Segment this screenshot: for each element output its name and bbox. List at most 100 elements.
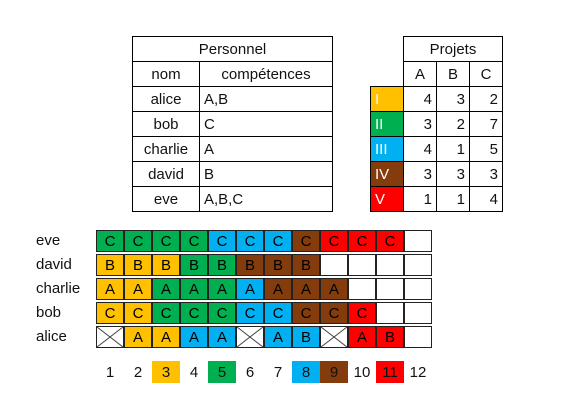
schedule-cell: A bbox=[348, 326, 376, 348]
column-header-a: A bbox=[403, 61, 437, 87]
time-slot-label: 6 bbox=[245, 363, 255, 381]
requirement-value: 4 bbox=[469, 186, 503, 212]
schedule-cell: C bbox=[264, 230, 292, 252]
person-name: eve bbox=[132, 186, 200, 212]
schedule-cell: C bbox=[96, 302, 124, 324]
schedule-cell-empty bbox=[404, 302, 432, 324]
schedule-cell: A bbox=[96, 278, 124, 300]
schedule-cell: B bbox=[292, 254, 320, 276]
column-header-c: C bbox=[469, 61, 503, 87]
schedule-cell: A bbox=[124, 326, 152, 348]
unavailable-cross-icon bbox=[320, 326, 348, 348]
requirement-value: 4 bbox=[403, 86, 437, 112]
time-slot-label: 10 bbox=[353, 363, 371, 381]
person-name: charlie bbox=[132, 136, 200, 162]
requirement-value: 3 bbox=[436, 86, 470, 112]
schedule-cell: B bbox=[208, 254, 236, 276]
time-slot-label: 8 bbox=[292, 361, 320, 383]
schedule-cell: C bbox=[180, 302, 208, 324]
schedule-cell: C bbox=[236, 230, 264, 252]
time-slot-label: 4 bbox=[189, 363, 199, 381]
schedule-cell: B bbox=[236, 254, 264, 276]
schedule-cell: B bbox=[124, 254, 152, 276]
schedule-row-label: alice bbox=[36, 328, 67, 345]
schedule-cell: B bbox=[152, 254, 180, 276]
requirement-value: 2 bbox=[436, 111, 470, 137]
schedule-cell: A bbox=[264, 278, 292, 300]
personnel-title: Personnel bbox=[132, 36, 333, 62]
schedule-cell: A bbox=[320, 278, 348, 300]
schedule-cell: C bbox=[124, 230, 152, 252]
schedule-cell: C bbox=[320, 230, 348, 252]
project-label: I bbox=[370, 86, 404, 112]
schedule-cell: A bbox=[264, 326, 292, 348]
schedule-cell: C bbox=[292, 302, 320, 324]
time-slot-label: 7 bbox=[273, 363, 283, 381]
schedule-cell: B bbox=[180, 254, 208, 276]
person-skills: A,B bbox=[199, 86, 333, 112]
schedule-row-label: bob bbox=[36, 304, 62, 321]
schedule-cell: B bbox=[96, 254, 124, 276]
schedule-cell: B bbox=[376, 326, 404, 348]
person-skills: C bbox=[199, 111, 333, 137]
schedule-cell: C bbox=[208, 230, 236, 252]
requirement-value: 7 bbox=[469, 111, 503, 137]
schedule-cell-empty bbox=[348, 278, 376, 300]
schedule-cell: A bbox=[208, 278, 236, 300]
time-slot-label: 3 bbox=[152, 361, 180, 383]
schedule-cell-empty bbox=[320, 254, 348, 276]
personnel-table: Personnel nom compétences alice A,B bob … bbox=[132, 36, 333, 212]
schedule-cell: C bbox=[152, 302, 180, 324]
unavailable-cross-icon bbox=[236, 326, 264, 348]
schedule-cell: C bbox=[152, 230, 180, 252]
time-slot-label: 2 bbox=[133, 363, 143, 381]
schedule-cell-empty bbox=[404, 230, 432, 252]
header-nom: nom bbox=[132, 61, 200, 87]
schedule-cell: A bbox=[292, 278, 320, 300]
schedule-cell: A bbox=[180, 326, 208, 348]
schedule-row-label: david bbox=[36, 256, 72, 273]
schedule-cell-empty bbox=[376, 302, 404, 324]
time-slot-label: 5 bbox=[208, 361, 236, 383]
schedule-cell-empty bbox=[348, 254, 376, 276]
schedule-cell: A bbox=[152, 326, 180, 348]
time-slot-label: 12 bbox=[409, 363, 427, 381]
time-slot-label: 9 bbox=[320, 361, 348, 383]
schedule-cell-empty bbox=[404, 254, 432, 276]
project-label: IV bbox=[370, 161, 404, 187]
requirement-value: 3 bbox=[469, 161, 503, 187]
schedule-cell: C bbox=[124, 302, 152, 324]
schedule-cell: C bbox=[348, 302, 376, 324]
person-name: alice bbox=[132, 86, 200, 112]
schedule-cell: C bbox=[236, 302, 264, 324]
column-header-b: B bbox=[436, 61, 470, 87]
schedule-cell: C bbox=[208, 302, 236, 324]
unavailable-cross-icon bbox=[96, 326, 124, 348]
schedule-cell-empty bbox=[376, 254, 404, 276]
schedule-row-label: charlie bbox=[36, 280, 81, 297]
schedule-cell: C bbox=[320, 302, 348, 324]
schedule-cell: C bbox=[180, 230, 208, 252]
schedule-cell: B bbox=[264, 254, 292, 276]
schedule-cell: C bbox=[264, 302, 292, 324]
schedule-cell: A bbox=[180, 278, 208, 300]
schedule-cell: C bbox=[348, 230, 376, 252]
schedule-cell: C bbox=[376, 230, 404, 252]
schedule-cell: A bbox=[208, 326, 236, 348]
requirement-value: 1 bbox=[436, 186, 470, 212]
schedule-cell: B bbox=[292, 326, 320, 348]
schedule-cell-empty bbox=[404, 326, 432, 348]
projets-table: Projets A B C I 4 3 2 II 3 2 7 III 4 1 5… bbox=[370, 36, 503, 212]
project-label: V bbox=[370, 186, 404, 212]
schedule-cell: A bbox=[236, 278, 264, 300]
time-slot-label: 11 bbox=[376, 361, 404, 383]
time-slot-label: 1 bbox=[105, 363, 115, 381]
schedule-cell: A bbox=[152, 278, 180, 300]
schedule-cell: A bbox=[124, 278, 152, 300]
schedule-cell-empty bbox=[376, 278, 404, 300]
projets-title: Projets bbox=[403, 36, 503, 62]
schedule-cell-empty bbox=[404, 278, 432, 300]
schedule-cell: C bbox=[96, 230, 124, 252]
schedule-row-label: eve bbox=[36, 232, 61, 249]
